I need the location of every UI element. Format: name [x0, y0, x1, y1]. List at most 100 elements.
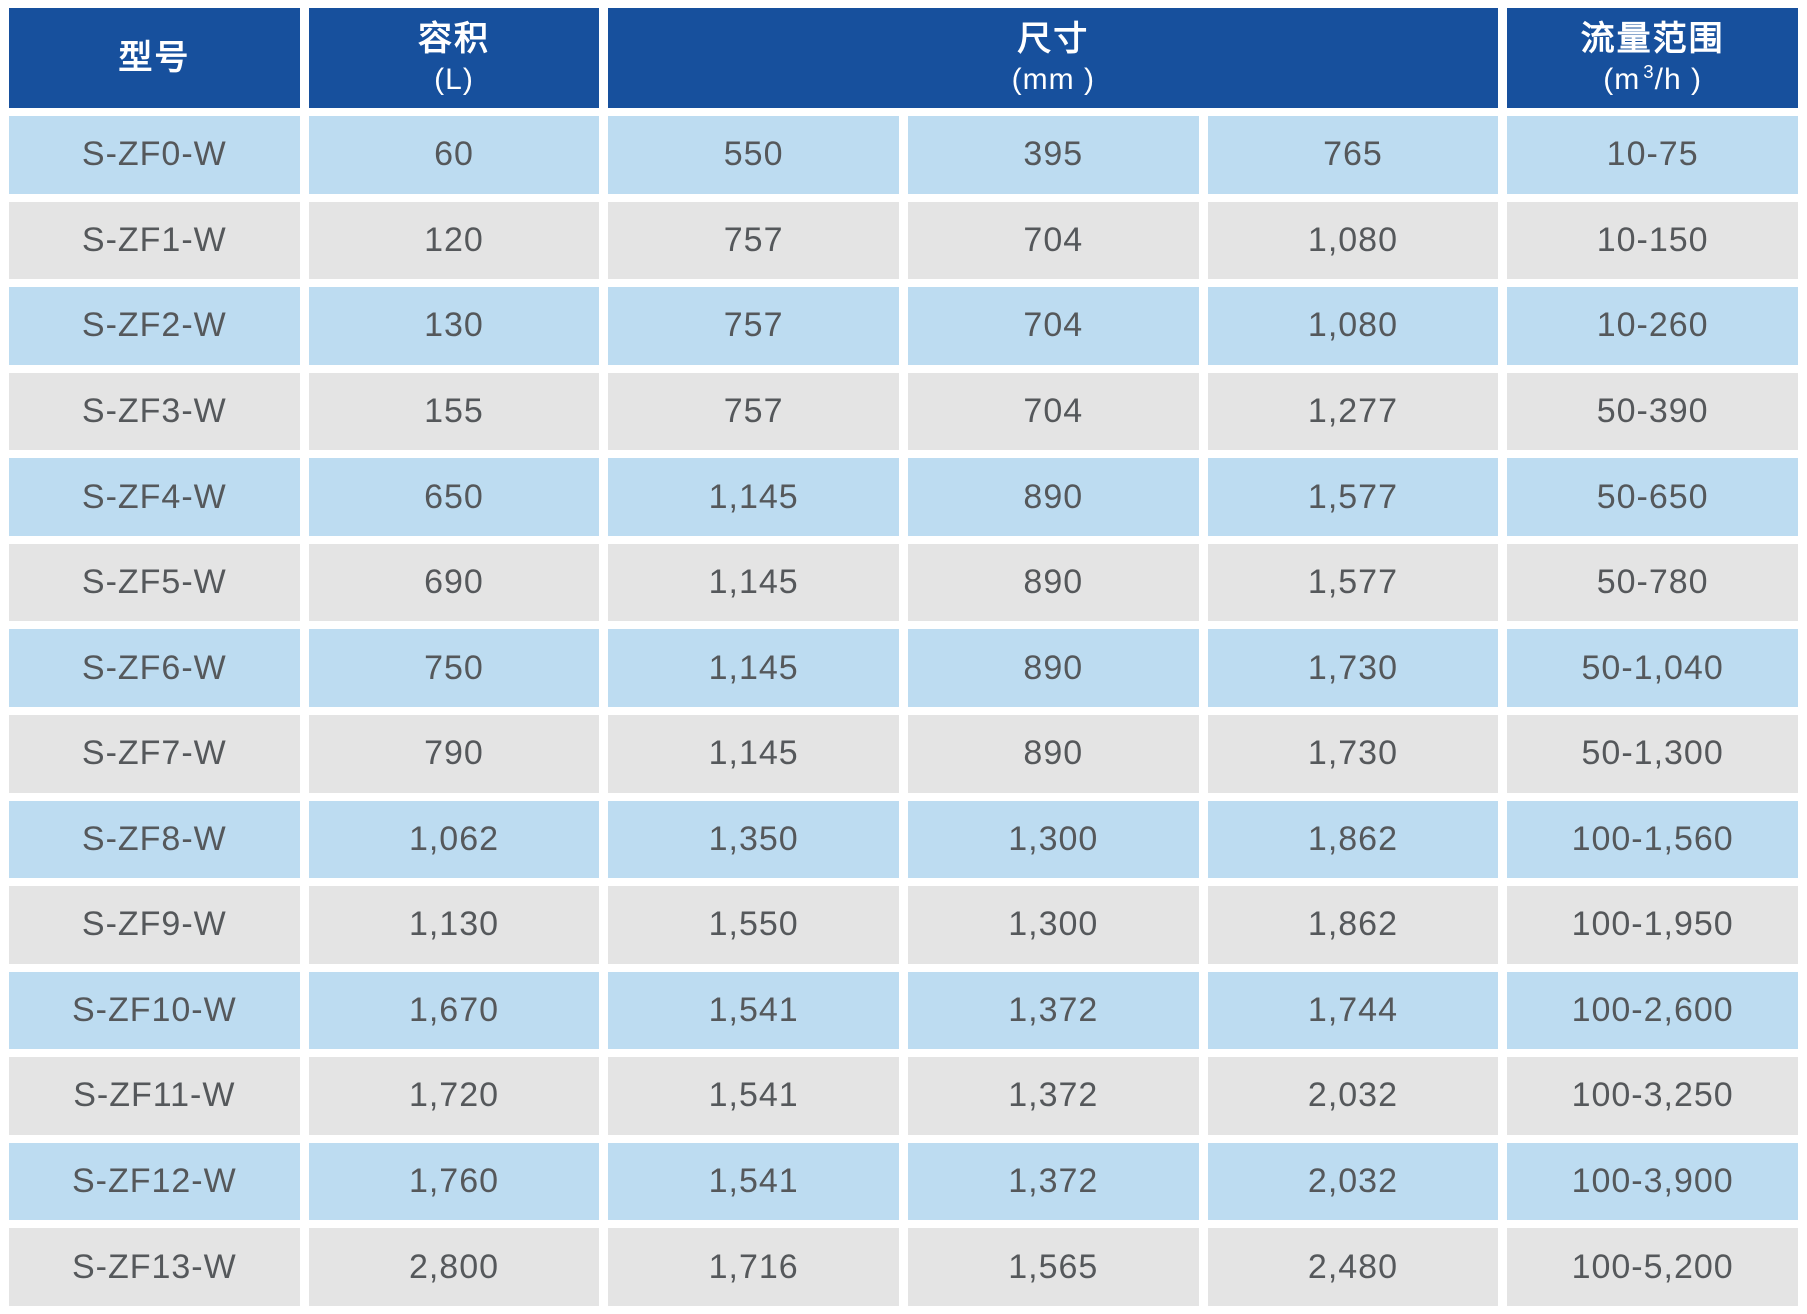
- cell-dim3: 1,862: [1207, 800, 1499, 879]
- cell-volume: 1,062: [308, 800, 600, 879]
- cell-dim1: 1,550: [608, 886, 899, 964]
- cell-dim2: 890: [907, 543, 1199, 622]
- header-volume: 容积 (L): [308, 8, 600, 108]
- cell-volume: 1,670: [308, 971, 600, 1050]
- table-row: S-ZF5-W 690 1,145 890 1,577 50-780: [9, 543, 1798, 622]
- spec-table-header: 型号 容积 (L) 尺寸 (mm ) 流量范围 (m 3/h ): [9, 8, 1798, 108]
- cell-dim2: 704: [907, 201, 1199, 280]
- cell-model: S-ZF7-W: [9, 714, 300, 793]
- cell-volume: 2,800: [308, 1228, 600, 1306]
- cell-dim2: 1,372: [907, 1057, 1199, 1135]
- header-size-title: 尺寸: [1017, 20, 1090, 58]
- cell-dim3: 2,480: [1207, 1228, 1499, 1306]
- table-row: S-ZF6-W 750 1,145 890 1,730 50-1,040: [9, 629, 1798, 707]
- cell-model: S-ZF12-W: [9, 1142, 300, 1221]
- spec-table-body: S-ZF0-W 60 550 395 765 10-75 S-ZF1-W 120 757 704 1…: [9, 116, 1798, 1306]
- cell-dim2: 890: [907, 714, 1199, 793]
- table-row: S-ZF11-W 1,720 1,541 1,372 2,032 100-3,250: [9, 1057, 1798, 1135]
- cell-volume: 155: [308, 372, 600, 451]
- cell-dim2: 890: [907, 458, 1199, 536]
- cell-volume: 790: [308, 714, 600, 793]
- cell-dim2: 704: [907, 287, 1199, 365]
- cell-volume: 1,130: [308, 886, 600, 964]
- table-row: S-ZF10-W 1,670 1,541 1,372 1,744 100-2,600: [9, 971, 1798, 1050]
- table-row: S-ZF0-W 60 550 395 765 10-75: [9, 116, 1798, 194]
- cell-dim3: 1,577: [1207, 543, 1499, 622]
- cell-model: S-ZF0-W: [9, 116, 300, 194]
- cell-dim2: 1,565: [907, 1228, 1199, 1306]
- cell-dim1: 757: [608, 287, 899, 365]
- header-flow-unit: (m 3/h ): [1603, 61, 1702, 96]
- cell-dim3: 1,730: [1207, 629, 1499, 707]
- cell-volume: 60: [308, 116, 600, 194]
- cell-dim2: 890: [907, 629, 1199, 707]
- cell-dim3: 765: [1207, 116, 1499, 194]
- cell-model: S-ZF9-W: [9, 886, 300, 964]
- cell-model: S-ZF6-W: [9, 629, 300, 707]
- cell-model: S-ZF2-W: [9, 287, 300, 365]
- cell-model: S-ZF3-W: [9, 372, 300, 451]
- table-row: S-ZF3-W 155 757 704 1,277 50-390: [9, 372, 1798, 451]
- cell-dim2: 395: [907, 116, 1199, 194]
- cell-dim1: 1,350: [608, 800, 899, 879]
- header-size: 尺寸 (mm ): [608, 8, 1499, 108]
- cell-dim3: 1,577: [1207, 458, 1499, 536]
- cell-dim1: 757: [608, 201, 899, 280]
- cell-dim1: 1,145: [608, 458, 899, 536]
- cell-volume: 690: [308, 543, 600, 622]
- table-row: S-ZF7-W 790 1,145 890 1,730 50-1,300: [9, 714, 1798, 793]
- cell-dim1: 550: [608, 116, 899, 194]
- cell-dim2: 1,372: [907, 971, 1199, 1050]
- cell-dim1: 1,145: [608, 714, 899, 793]
- cell-dim3: 1,862: [1207, 886, 1499, 964]
- header-flow-title: 流量范围: [1580, 19, 1725, 58]
- table-row: S-ZF2-W 130 757 704 1,080 10-260: [9, 287, 1798, 365]
- header-flow: 流量范围 (m 3/h ): [1507, 8, 1798, 108]
- table-row: S-ZF1-W 120 757 704 1,080 10-150: [9, 201, 1798, 280]
- header-flow-unit-sup: 3: [1643, 61, 1655, 82]
- cell-model: S-ZF8-W: [9, 800, 300, 879]
- cell-flow: 100-1,950: [1507, 886, 1798, 964]
- cell-dim3: 1,730: [1207, 714, 1499, 793]
- cell-model: S-ZF4-W: [9, 458, 300, 536]
- cell-model: S-ZF10-W: [9, 971, 300, 1050]
- cell-flow: 50-390: [1507, 372, 1798, 451]
- header-volume-unit: (L): [434, 62, 474, 96]
- cell-dim2: 1,300: [907, 886, 1199, 964]
- cell-flow: 50-780: [1507, 543, 1798, 622]
- cell-dim1: 1,145: [608, 629, 899, 707]
- cell-model: S-ZF1-W: [9, 201, 300, 280]
- cell-dim3: 1,080: [1207, 201, 1499, 280]
- header-row: 型号 容积 (L) 尺寸 (mm ) 流量范围 (m 3/h ): [9, 8, 1798, 108]
- cell-flow: 100-3,250: [1507, 1057, 1798, 1135]
- table-row: S-ZF9-W 1,130 1,550 1,300 1,862 100-1,950: [9, 886, 1798, 964]
- cell-flow: 10-75: [1507, 116, 1798, 194]
- header-volume-title: 容积: [417, 20, 490, 58]
- cell-volume: 750: [308, 629, 600, 707]
- cell-dim1: 757: [608, 372, 899, 451]
- cell-flow: 100-5,200: [1507, 1228, 1798, 1306]
- table-row: S-ZF13-W 2,800 1,716 1,565 2,480 100-5,200: [9, 1228, 1798, 1306]
- cell-volume: 1,720: [308, 1057, 600, 1135]
- cell-dim1: 1,541: [608, 1057, 899, 1135]
- cell-volume: 130: [308, 287, 600, 365]
- cell-model: S-ZF5-W: [9, 543, 300, 622]
- header-model: 型号: [9, 8, 300, 108]
- cell-volume: 120: [308, 201, 600, 280]
- cell-dim1: 1,145: [608, 543, 899, 622]
- header-size-unit: (mm ): [1011, 62, 1095, 96]
- cell-model: S-ZF11-W: [9, 1057, 300, 1135]
- table-row: S-ZF8-W 1,062 1,350 1,300 1,862 100-1,560: [9, 800, 1798, 879]
- cell-dim3: 2,032: [1207, 1057, 1499, 1135]
- table-row: S-ZF12-W 1,760 1,541 1,372 2,032 100-3,900: [9, 1142, 1798, 1221]
- cell-flow: 100-1,560: [1507, 800, 1798, 879]
- cell-flow: 50-650: [1507, 458, 1798, 536]
- cell-dim2: 1,372: [907, 1142, 1199, 1221]
- cell-dim1: 1,541: [608, 1142, 899, 1221]
- cell-volume: 650: [308, 458, 600, 536]
- cell-flow: 100-3,900: [1507, 1142, 1798, 1221]
- cell-flow: 50-1,040: [1507, 629, 1798, 707]
- cell-dim2: 704: [907, 372, 1199, 451]
